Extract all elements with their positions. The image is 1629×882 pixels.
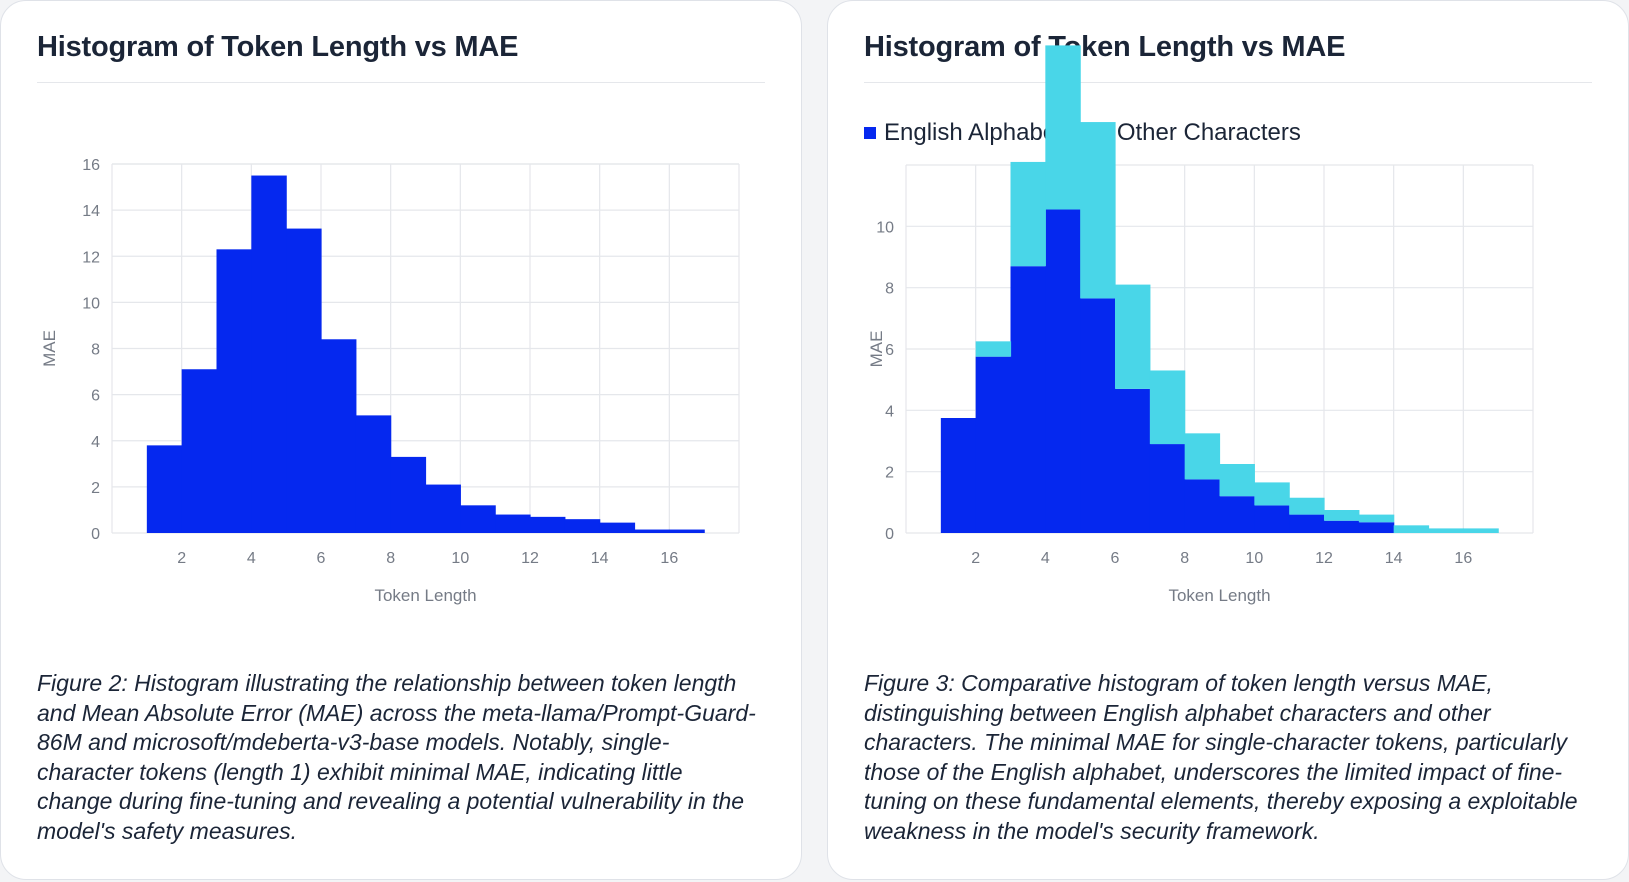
histogram-bar bbox=[216, 249, 252, 534]
y-tick-label: 10 bbox=[82, 295, 100, 312]
x-tick-label: 8 bbox=[386, 550, 395, 567]
histogram-bar bbox=[1219, 464, 1255, 497]
x-tick-label: 4 bbox=[1041, 550, 1050, 567]
y-tick-label: 2 bbox=[91, 480, 100, 497]
histogram-bar bbox=[530, 516, 566, 533]
histogram-bar bbox=[1358, 514, 1395, 523]
y-tick-label: 12 bbox=[82, 249, 100, 266]
y-tick-label: 4 bbox=[885, 403, 894, 420]
x-tick-label: 10 bbox=[451, 550, 469, 567]
title-divider bbox=[37, 82, 765, 83]
x-tick-label: 4 bbox=[247, 550, 256, 567]
x-axis-label: Token Length bbox=[374, 586, 476, 605]
legend-swatch-english bbox=[864, 127, 876, 139]
histogram-bar bbox=[1324, 510, 1360, 521]
y-tick-label: 6 bbox=[91, 388, 100, 405]
y-tick-label: 16 bbox=[82, 157, 100, 174]
histogram-bar bbox=[1358, 522, 1395, 533]
histogram-bar bbox=[1428, 528, 1464, 533]
histogram-bar bbox=[1010, 266, 1046, 533]
y-axis-label: MAE bbox=[40, 330, 59, 367]
y-tick-label: 8 bbox=[885, 281, 894, 298]
legend-label-english: English Alphabet bbox=[884, 119, 1063, 146]
x-tick-label: 12 bbox=[1315, 550, 1333, 567]
x-tick-label: 14 bbox=[591, 550, 609, 567]
x-tick-label: 2 bbox=[971, 550, 980, 567]
y-tick-label: 4 bbox=[91, 434, 100, 451]
histogram-bar bbox=[286, 228, 322, 533]
x-tick-label: 8 bbox=[1180, 550, 1189, 567]
histogram-bar bbox=[495, 514, 531, 533]
chart-legend: English Alphabet Other Characters bbox=[864, 119, 1301, 147]
histogram-bar bbox=[181, 369, 218, 533]
histogram-bar bbox=[564, 519, 601, 533]
figure-caption: Figure 3: Comparative histogram of token… bbox=[864, 670, 1578, 844]
x-tick-label: 14 bbox=[1385, 550, 1403, 567]
histogram-bar bbox=[599, 522, 636, 533]
histogram-bar bbox=[1219, 496, 1255, 533]
histogram-bar bbox=[1080, 298, 1116, 533]
histogram-bar bbox=[1115, 388, 1151, 533]
histogram-bar bbox=[146, 445, 183, 533]
histogram-bar bbox=[1289, 514, 1325, 533]
histogram-bar bbox=[1324, 520, 1360, 533]
y-tick-label: 0 bbox=[91, 526, 100, 543]
histogram-bar bbox=[1080, 122, 1116, 299]
legend-label-other: Other Characters bbox=[1116, 119, 1301, 146]
title-divider bbox=[864, 82, 1592, 83]
histogram-bar bbox=[975, 356, 1012, 533]
histogram-bar bbox=[975, 341, 1012, 357]
histogram-bar bbox=[251, 175, 287, 533]
chart-title: Histogram of Token Length vs MAE bbox=[864, 31, 1346, 63]
x-tick-label: 16 bbox=[660, 550, 678, 567]
histogram-bar bbox=[1149, 444, 1186, 533]
y-tick-label: 10 bbox=[876, 219, 894, 236]
histogram-bar bbox=[669, 529, 705, 533]
histogram-bar bbox=[1045, 209, 1081, 533]
y-tick-label: 14 bbox=[82, 203, 100, 220]
chart-title: Histogram of Token Length vs MAE bbox=[37, 31, 519, 63]
x-tick-label: 2 bbox=[177, 550, 186, 567]
x-tick-label: 12 bbox=[521, 550, 539, 567]
histogram-bar bbox=[1184, 433, 1221, 480]
histogram-bar bbox=[940, 418, 977, 533]
x-axis-label: Token Length bbox=[1168, 586, 1270, 605]
histogram-bar bbox=[321, 339, 357, 533]
y-tick-label: 6 bbox=[885, 342, 894, 359]
histogram-chart-1: 2 4 6 8 10 12 14 16 0 2 4 6 8 10 12 14 16 Token Length MAE bbox=[40, 157, 740, 605]
histogram-bar bbox=[425, 484, 461, 533]
y-axis-label: MAE bbox=[867, 331, 886, 368]
y-tick-label: 8 bbox=[91, 342, 100, 359]
histogram-bar bbox=[1289, 497, 1325, 515]
histogram-chart-2: 2 4 6 8 10 12 14 16 0 2 4 6 8 10 Token Length MAE bbox=[867, 45, 1534, 605]
histogram-bar bbox=[1115, 284, 1151, 389]
histogram-bar bbox=[1149, 370, 1186, 445]
histogram-bar bbox=[1254, 482, 1290, 506]
x-tick-label: 6 bbox=[317, 550, 326, 567]
figure-caption: Figure 2: Histogram illustrating the rel… bbox=[37, 670, 756, 844]
histogram-bar bbox=[1184, 479, 1221, 533]
figure-card-2: Histogram of Token Length vs MAE English… bbox=[827, 0, 1629, 880]
histogram-bar bbox=[1254, 505, 1290, 533]
histogram-bar bbox=[1045, 45, 1081, 210]
y-tick-label: 0 bbox=[885, 526, 894, 543]
histogram-bar bbox=[1010, 161, 1046, 267]
histogram-bar bbox=[634, 529, 670, 533]
x-tick-label: 16 bbox=[1454, 550, 1472, 567]
histogram-bar bbox=[390, 456, 427, 533]
histogram-bar bbox=[1393, 525, 1430, 533]
x-tick-label: 6 bbox=[1111, 550, 1120, 567]
histogram-bar bbox=[355, 415, 392, 533]
legend-item-english[interactable]: English Alphabet bbox=[864, 119, 1063, 147]
figure-card-1: Histogram of Token Length vs MAE 2 4 6 8 10 1… bbox=[0, 0, 802, 880]
x-tick-label: 10 bbox=[1245, 550, 1263, 567]
histogram-bar bbox=[1463, 528, 1499, 533]
y-tick-label: 2 bbox=[885, 465, 894, 482]
histogram-bar bbox=[460, 505, 496, 533]
